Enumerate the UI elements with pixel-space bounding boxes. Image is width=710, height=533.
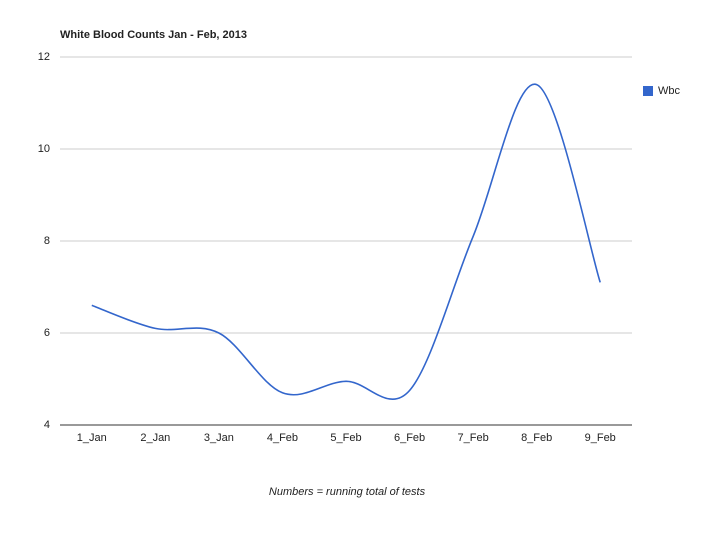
y-tick-label: 12	[38, 51, 50, 63]
x-tick-label: 1_Jan	[77, 432, 107, 444]
y-tick-label: 6	[44, 327, 50, 339]
x-tick-label: 4_Feb	[267, 432, 298, 444]
x-axis-title: Numbers = running total of tests	[269, 486, 426, 498]
legend-label: Wbc	[658, 85, 681, 97]
legend-swatch	[643, 86, 653, 96]
y-tick-label: 4	[44, 419, 50, 431]
x-tick-label: 5_Feb	[330, 432, 361, 444]
y-tick-label: 8	[44, 235, 50, 247]
x-tick-label: 7_Feb	[458, 432, 489, 444]
y-tick-label: 10	[38, 143, 50, 155]
x-tick-label: 2_Jan	[140, 432, 170, 444]
x-tick-label: 3_Jan	[204, 432, 234, 444]
x-tick-label: 6_Feb	[394, 432, 425, 444]
data-line	[91, 83, 601, 400]
x-tick-label: 8_Feb	[521, 432, 552, 444]
chart-title: White Blood Counts Jan - Feb, 2013	[60, 29, 247, 41]
x-tick-label: 9_Feb	[585, 432, 616, 444]
